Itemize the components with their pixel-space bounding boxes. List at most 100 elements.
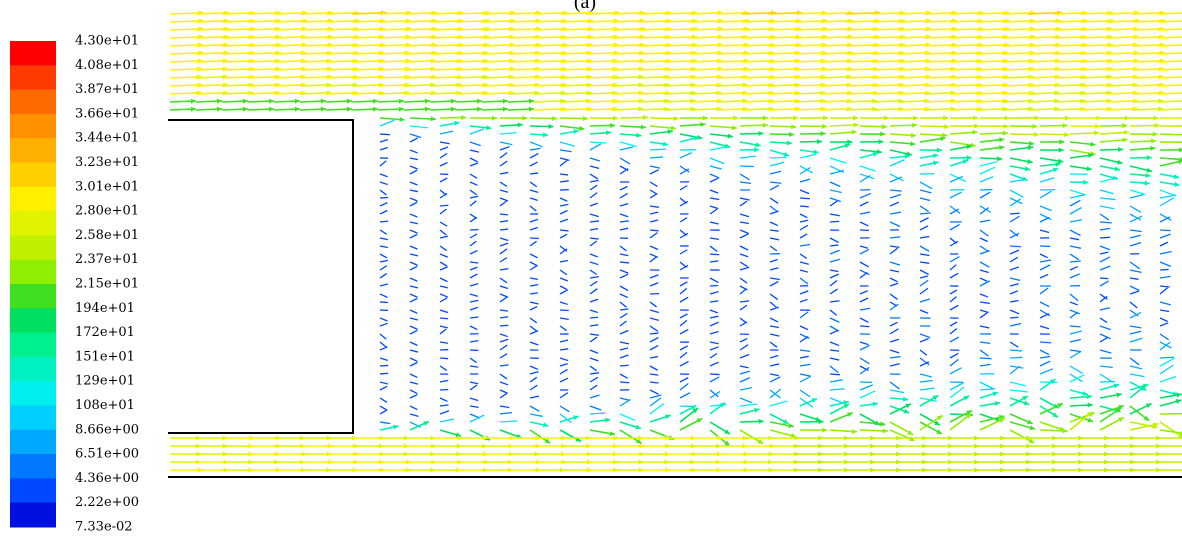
vector-head <box>1027 419 1033 425</box>
vector <box>273 35 307 39</box>
vector <box>429 91 462 95</box>
vector <box>409 213 418 218</box>
vector <box>979 388 996 391</box>
vector <box>649 301 657 308</box>
vector <box>585 107 619 111</box>
vector <box>637 35 671 39</box>
vector <box>1099 221 1112 224</box>
vector <box>247 51 282 55</box>
vector <box>1009 212 1020 215</box>
colorbar-band <box>10 308 56 334</box>
vector <box>499 364 509 367</box>
vector <box>409 357 418 363</box>
vector <box>799 213 808 219</box>
vector <box>1069 351 1081 359</box>
vector <box>649 332 659 335</box>
vector <box>403 27 438 31</box>
vector-head <box>522 115 528 121</box>
vector <box>741 35 776 39</box>
vector <box>923 91 956 95</box>
vector <box>829 279 838 287</box>
vector <box>379 202 388 207</box>
vector-head <box>1052 412 1058 418</box>
vector <box>1131 27 1165 31</box>
vector <box>889 293 898 300</box>
vector-head <box>1028 438 1035 443</box>
vector <box>1069 265 1078 271</box>
vector <box>169 35 204 39</box>
vector <box>829 181 841 188</box>
vector <box>1009 341 1019 348</box>
vector <box>1129 325 1142 329</box>
vector <box>845 11 881 15</box>
vector <box>859 307 871 311</box>
vector <box>351 91 385 95</box>
vector <box>1027 107 1060 111</box>
vector <box>619 285 629 292</box>
vector <box>481 59 515 63</box>
vector <box>897 83 931 87</box>
vector <box>439 341 449 344</box>
vector <box>499 277 508 284</box>
vector <box>637 19 672 23</box>
vector <box>469 249 478 255</box>
vector <box>739 173 750 181</box>
vector <box>273 59 307 63</box>
colorbar-band <box>10 284 56 309</box>
vector <box>845 67 879 71</box>
vector <box>889 363 900 367</box>
vector <box>859 245 869 249</box>
colorbar-band <box>10 405 56 431</box>
vector <box>529 305 538 311</box>
vector <box>589 173 599 180</box>
vector-head <box>670 125 677 131</box>
vector-head <box>450 106 456 112</box>
vector <box>559 180 569 183</box>
vector <box>975 67 1009 71</box>
vector <box>979 229 989 237</box>
colorbar-label: 2.22e+00 <box>75 495 139 510</box>
vector <box>845 19 880 23</box>
vector <box>739 197 750 201</box>
vector <box>829 157 848 164</box>
vector <box>589 213 599 218</box>
vector <box>439 293 448 298</box>
vector <box>273 67 307 71</box>
vector-head <box>461 115 467 121</box>
vector <box>379 409 388 415</box>
vector <box>499 309 509 312</box>
vector <box>409 325 418 330</box>
vector <box>769 229 779 232</box>
vector <box>829 169 844 175</box>
vector <box>273 19 308 23</box>
vector <box>1053 51 1087 55</box>
vector <box>923 83 957 87</box>
vector <box>559 75 592 79</box>
vector <box>1131 19 1166 23</box>
vector <box>1105 51 1140 55</box>
vector <box>871 35 906 39</box>
vector-head <box>1176 392 1182 398</box>
vector <box>619 397 630 401</box>
vector <box>221 51 255 55</box>
vector <box>829 317 840 323</box>
vector <box>975 59 1009 63</box>
vector <box>1001 107 1034 111</box>
vector <box>273 11 308 15</box>
vector-head <box>486 125 492 131</box>
vector <box>897 59 931 63</box>
vector <box>689 67 724 71</box>
vector <box>767 67 801 71</box>
vector-head <box>1052 167 1059 173</box>
vector-head <box>880 131 886 137</box>
vector <box>1069 338 1081 343</box>
vector <box>979 161 998 167</box>
vector-head <box>1144 180 1150 186</box>
vector-head <box>294 106 300 112</box>
vector <box>769 237 780 241</box>
vector <box>529 376 538 383</box>
vector <box>637 75 670 79</box>
vector <box>1079 59 1113 63</box>
vector <box>1105 59 1140 63</box>
vector <box>589 165 600 170</box>
